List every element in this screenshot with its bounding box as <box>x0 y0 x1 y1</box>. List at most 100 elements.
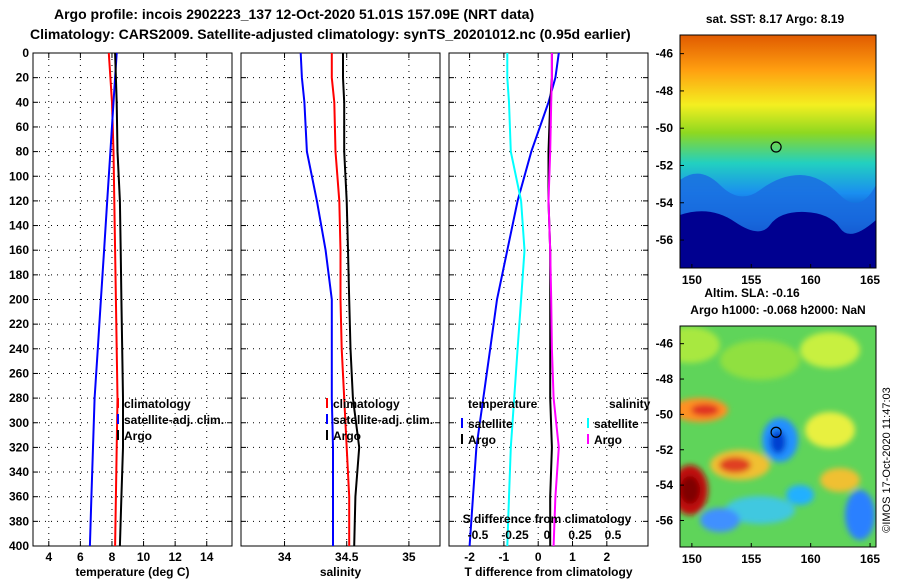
legend-label: climatology <box>124 397 191 411</box>
x-tick-label: 160 <box>801 273 821 287</box>
y-tick-label: 280 <box>9 391 29 405</box>
temperature-xlabel: temperature (deg C) <box>75 565 189 579</box>
y-tick-label: 260 <box>9 366 29 380</box>
legend-label: satellite-adj. clim. <box>333 413 433 427</box>
sla-anomaly-blob <box>845 490 875 540</box>
y-tick-label: -56 <box>656 233 674 247</box>
x2-tick-label: 0.25 <box>568 528 592 542</box>
difference-x2label: S difference from climatology <box>463 512 632 526</box>
sla-anomaly-blob <box>719 457 751 473</box>
y-tick-label: -54 <box>656 196 674 210</box>
y-tick-label: 240 <box>9 342 29 356</box>
y-tick-label: 60 <box>16 120 30 134</box>
sst-cold-water <box>680 211 876 268</box>
sst-map: -46 -48 -50 -52 -54 -56 150 155 160 165 sat. SST: … <box>656 12 881 287</box>
y-tick-label: 220 <box>9 317 29 331</box>
y-tick-label: -46 <box>656 47 674 61</box>
x-tick-label: 6 <box>77 550 84 564</box>
y-tick-label: 340 <box>9 465 29 479</box>
sla-map-title: Altim. SLA: -0.16 <box>704 286 800 300</box>
series-line-satellite-adj-clim- <box>88 52 118 547</box>
x-tick-label: 1 <box>569 550 576 564</box>
y-tick-label: -52 <box>656 158 674 172</box>
sla-anomaly-blob <box>691 404 719 416</box>
argo-float-marker <box>770 141 782 153</box>
salinity-panel: 34 34.5 35 salinity climatology satellite-adj… <box>240 52 441 579</box>
series-line-satellite-adj-clim- <box>299 52 334 546</box>
sla-anomaly-blob <box>725 496 795 524</box>
y-tick-label: 40 <box>16 95 30 109</box>
x2-tick-label: 0 <box>544 528 551 542</box>
x-tick-label: 34.5 <box>335 550 359 564</box>
y-tick-label: 120 <box>9 194 29 208</box>
sla-anomaly-blob <box>805 412 855 448</box>
sla-map-field <box>680 326 876 547</box>
y-tick-label: -48 <box>656 372 674 386</box>
y-tick-label: 0 <box>22 46 29 60</box>
y-tick-label: -54 <box>656 478 674 492</box>
legend-label: satellite <box>594 417 639 431</box>
x-tick-label: 12 <box>168 550 182 564</box>
sla-map-subtitle: Argo h1000: -0.068 h2000: NaN <box>690 303 865 317</box>
y-tick-label: -52 <box>656 443 674 457</box>
legend-title-temperature: temperature <box>468 397 538 411</box>
sla-anomalies <box>680 327 875 540</box>
x-tick-label: 2 <box>603 550 610 564</box>
sla-anomaly-blob <box>786 485 814 505</box>
salinity-xlabel: salinity <box>320 565 362 579</box>
legend-label: Argo <box>594 433 622 447</box>
chart-title-line1: Argo profile: incois 2902223_137 12-Oct-… <box>54 6 535 22</box>
sla-anomaly-blob <box>680 327 720 363</box>
x-tick-label: 35 <box>402 550 416 564</box>
y-tick-label: 180 <box>9 268 29 282</box>
series-line-climatology <box>330 53 351 546</box>
legend-label: climatology <box>333 397 400 411</box>
legend-label: satellite <box>468 417 513 431</box>
series-line-climatology <box>107 52 119 547</box>
y-tick-label: 20 <box>16 71 30 85</box>
x-tick-label: 8 <box>109 550 116 564</box>
legend-label: satellite-adj. clim. <box>124 413 224 427</box>
y-tick-label: 380 <box>9 514 29 528</box>
x2-tick-label: 0.5 <box>605 528 622 542</box>
y-tick-label: 400 <box>9 539 29 553</box>
y-tick-label: 300 <box>9 416 29 430</box>
sla-map: -46 -48 -50 -52 -54 -56 150 155 160 165 Altim. SLA… <box>656 286 881 566</box>
x-tick-label: 165 <box>860 273 880 287</box>
sla-anomaly-blob <box>680 476 700 504</box>
x-tick-label: 4 <box>45 550 52 564</box>
legend-title-salinity: salinity <box>609 397 651 411</box>
x-tick-label: 155 <box>741 273 761 287</box>
chart-title-line2: Climatology: CARS2009. Satellite-adjuste… <box>30 26 631 42</box>
series-line-salinity-argo <box>547 53 560 547</box>
x-tick-label: -2 <box>464 550 475 564</box>
sst-map-title: sat. SST: 8.17 Argo: 8.19 <box>706 12 845 26</box>
temperature-panel: 0 20 40 60 80 100 120 140 160 180 200 220 240 260 280 3… <box>9 46 233 579</box>
argo-float-marker <box>770 426 782 438</box>
y-tick-label: -48 <box>656 84 674 98</box>
legend-label: Argo <box>333 429 361 443</box>
y-tick-label: -46 <box>656 337 674 351</box>
x-tick-label: 34 <box>278 550 292 564</box>
y-tick-label: -56 <box>656 513 674 527</box>
y-tick-label: 100 <box>9 169 29 183</box>
x-tick-label: 155 <box>741 552 761 566</box>
imos-credit: ©IMOS 17-Oct-2020 11:47:03 <box>881 387 893 532</box>
temperature-axes-frame <box>32 52 233 547</box>
legend-label: Argo <box>468 433 496 447</box>
y-tick-label: 320 <box>9 440 29 454</box>
series-line-salinity-satellite <box>506 53 526 547</box>
x-tick-label: 14 <box>200 550 214 564</box>
x-tick-label: 10 <box>137 550 151 564</box>
sla-anomaly-blob <box>820 468 860 492</box>
difference-xlabel: T difference from climatology <box>464 565 632 579</box>
series-line-argo <box>342 53 361 547</box>
difference-panel: -2 -1 0 1 2T difference from climatology temp… <box>448 52 651 579</box>
y-tick-label: 140 <box>9 219 29 233</box>
x2-tick-label: -0.5 <box>468 528 489 542</box>
y-tick-label: 160 <box>9 243 29 257</box>
sst-map-frame <box>679 34 877 269</box>
y-tick-label: 200 <box>9 293 29 307</box>
y-tick-label: -50 <box>656 121 674 135</box>
